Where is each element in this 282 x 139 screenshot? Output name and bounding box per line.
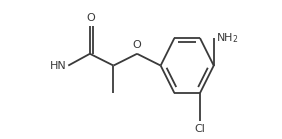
Text: NH$_2$: NH$_2$ <box>216 31 238 45</box>
Text: O: O <box>133 40 142 50</box>
Text: HN: HN <box>50 61 66 71</box>
Text: O: O <box>87 13 95 23</box>
Text: Cl: Cl <box>195 124 205 134</box>
